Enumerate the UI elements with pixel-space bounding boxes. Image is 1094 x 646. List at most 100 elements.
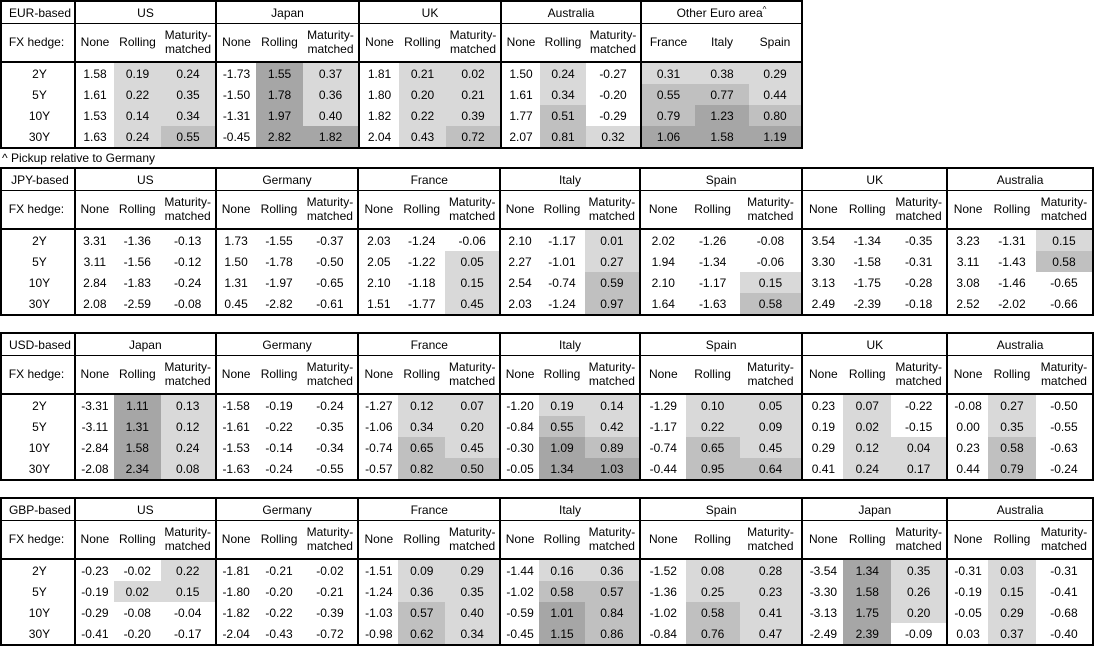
data-cell: -1.31 (988, 229, 1036, 251)
data-cell: 1.01 (539, 602, 585, 623)
hedge-col-header: None (638, 520, 686, 560)
data-cell: -1.31 (215, 105, 256, 126)
data-cell: 2.08 (73, 293, 114, 315)
hedge-col-header: Rolling (398, 190, 446, 230)
data-cell: 0.58 (685, 602, 740, 623)
data-cell: -0.22 (255, 416, 303, 437)
data-cell: 0.19 (801, 416, 844, 437)
data-cell: -0.34 (302, 437, 359, 458)
data-cell: -0.31 (891, 251, 948, 272)
data-cell: -1.56 (113, 251, 161, 272)
data-cell: 1.58 (695, 126, 749, 148)
data-cell: -0.20 (586, 84, 641, 105)
hedge-col-header: None (500, 23, 540, 63)
hedge-col-header: Rolling (398, 355, 446, 395)
data-cell: -1.03 (357, 602, 399, 623)
data-cell: 0.02 (113, 581, 161, 602)
hedge-col-header: Rolling (255, 355, 303, 395)
data-cell: 0.34 (540, 84, 586, 105)
country-header: Japan (801, 498, 948, 521)
data-cell: -3.11 (73, 416, 114, 437)
tenor-label: 10Y (28, 108, 51, 123)
data-cell: 0.64 (739, 458, 803, 480)
hedge-col-header: Rolling (988, 190, 1036, 230)
data-cell: -0.19 (255, 394, 303, 416)
country-header: US (74, 1, 216, 24)
data-cell: 0.57 (584, 581, 640, 602)
data-cell: -1.53 (214, 437, 256, 458)
data-cell: 1.03 (584, 458, 640, 480)
data-cell: 0.25 (685, 581, 740, 602)
hedge-col-header: Maturity-matched (584, 190, 640, 230)
data-cell: 0.21 (399, 62, 446, 84)
hedge-col-header: Spain (749, 23, 802, 63)
data-cell: 2.49 (801, 293, 844, 315)
country-header: US (73, 498, 216, 521)
data-cell: -1.50 (215, 84, 256, 105)
hedge-col-header: Rolling (988, 355, 1036, 395)
tenor-label: 10Y (28, 605, 51, 620)
data-cell: -0.15 (891, 416, 948, 437)
data-cell: 0.59 (584, 272, 640, 293)
data-cell: 0.47 (739, 623, 803, 645)
hedge-col-header: Maturity-matched (586, 23, 641, 63)
data-cell: -0.19 (946, 581, 989, 602)
hedge-col-header: Rolling (685, 520, 740, 560)
data-cell: -0.35 (891, 229, 948, 251)
data-cell: 0.38 (695, 62, 749, 84)
hedge-col-header: None (638, 355, 686, 395)
data-cell: 0.51 (540, 105, 586, 126)
data-cell: 1.31 (113, 416, 161, 437)
data-cell: 1.73 (214, 229, 256, 251)
data-cell: 0.44 (749, 84, 802, 105)
data-cell: 0.27 (988, 394, 1036, 416)
data-cell: 0.03 (988, 559, 1036, 581)
hedge-col-header: Rolling (685, 355, 740, 395)
tenor-label: 30Y (28, 626, 51, 641)
tenor-label: 5Y (32, 584, 47, 599)
data-cell: 0.02 (446, 62, 501, 84)
data-cell: 1.58 (113, 437, 161, 458)
base-label: EUR-based (1, 1, 75, 24)
data-cell: -2.39 (843, 293, 892, 315)
data-cell: 0.10 (685, 394, 740, 416)
data-cell: -0.06 (739, 251, 803, 272)
data-cell: -0.35 (302, 416, 359, 437)
data-cell: 0.22 (685, 416, 740, 437)
data-cell: 1.50 (500, 62, 540, 84)
data-cell: 0.62 (398, 623, 446, 645)
country-header: Australia (946, 498, 1093, 521)
data-cell: 1.23 (695, 105, 749, 126)
data-cell: -0.65 (1035, 272, 1093, 293)
hedge-col-header: None (73, 520, 114, 560)
data-cell: -3.30 (801, 581, 844, 602)
data-cell: 2.84 (73, 272, 114, 293)
data-cell: -0.22 (891, 394, 948, 416)
tenor-label: 10Y (28, 440, 51, 455)
data-cell: 1.51 (357, 293, 399, 315)
data-cell: 0.07 (843, 394, 892, 416)
data-cell: 0.15 (160, 581, 216, 602)
hedge-col-header: Maturity-matched (1035, 355, 1093, 395)
hedge-col-header: Rolling (843, 520, 892, 560)
data-cell: -1.20 (499, 394, 540, 416)
data-cell: 0.55 (640, 84, 695, 105)
hedge-col-header: Maturity-matched (739, 190, 803, 230)
data-cell: -0.61 (302, 293, 359, 315)
hedge-col-header: None (214, 355, 256, 395)
data-cell: -0.20 (255, 581, 303, 602)
data-cell: -1.58 (843, 251, 892, 272)
data-cell: -1.22 (398, 251, 446, 272)
data-cell: 3.30 (801, 251, 844, 272)
country-header: UK (358, 1, 501, 24)
data-cell: -2.02 (988, 293, 1036, 315)
country-header: Spain (638, 333, 803, 356)
data-cell: -1.51 (357, 559, 399, 581)
data-cell: 0.17 (891, 458, 948, 480)
hedge-col-header: None (946, 190, 988, 230)
data-cell: 0.15 (739, 272, 803, 293)
country-header: Italy (499, 498, 640, 521)
data-cell: -1.52 (638, 559, 686, 581)
data-cell: 0.77 (695, 84, 749, 105)
hedge-col-header: Rolling (685, 190, 740, 230)
